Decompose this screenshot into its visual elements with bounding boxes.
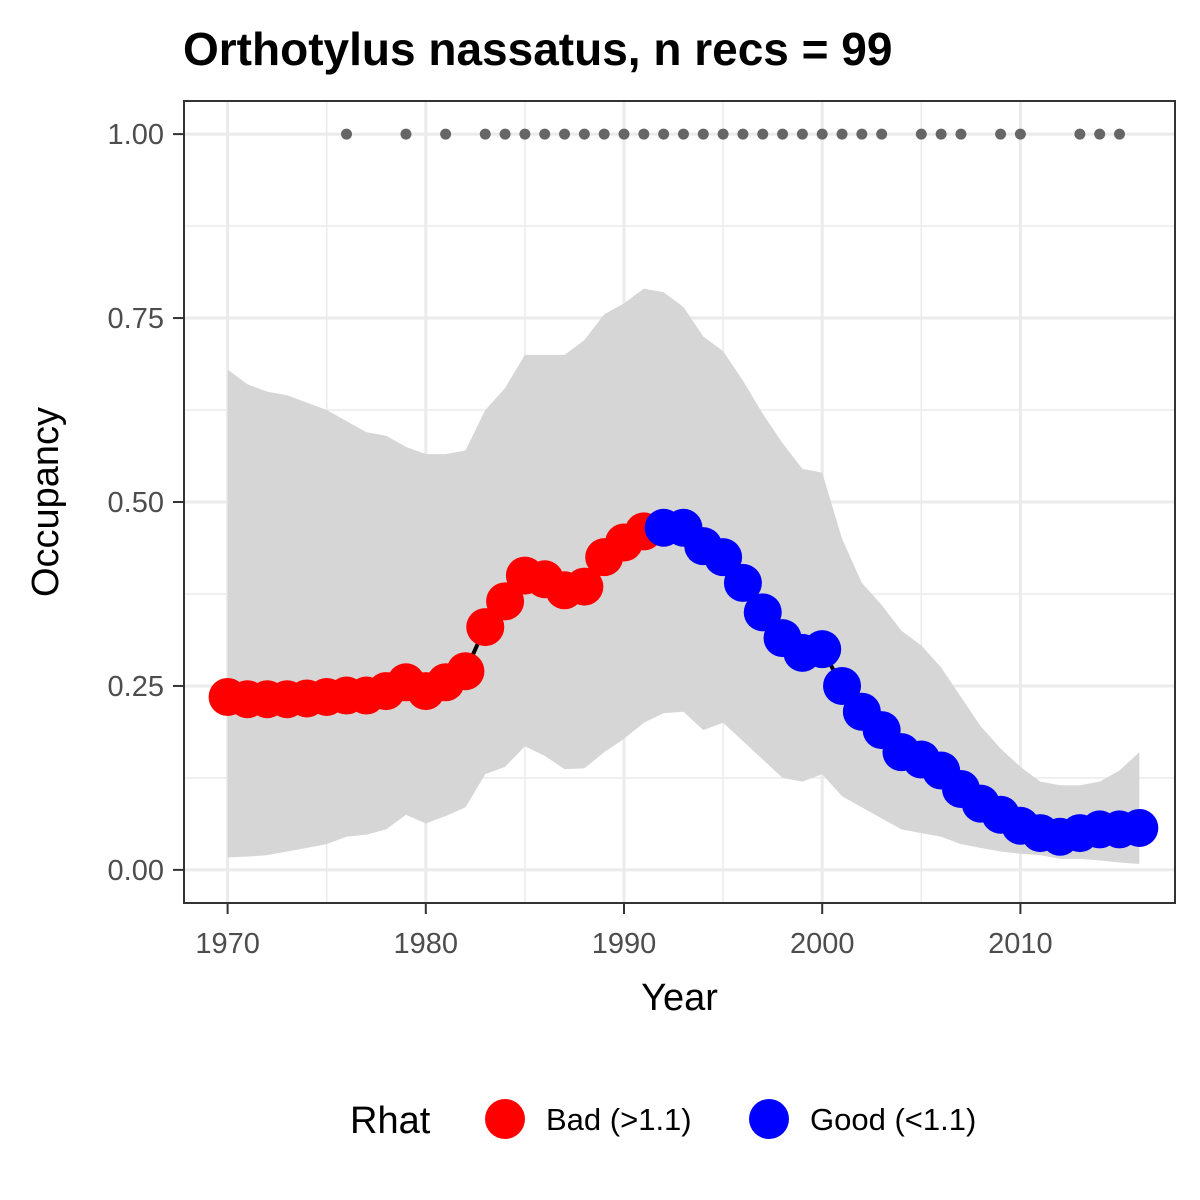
record-point-1993: [677, 128, 689, 140]
record-point-2005: [915, 128, 927, 140]
record-point-2010: [1014, 128, 1026, 140]
y-tick-label-0.5: 0.50: [108, 487, 164, 519]
x-tick-label-2000: 2000: [790, 928, 855, 960]
record-point-1992: [658, 128, 670, 140]
occupancy-point-1997: [743, 593, 782, 632]
record-point-2015: [1114, 128, 1126, 140]
y-tick-label-0.25: 0.25: [108, 671, 164, 703]
record-point-1991: [638, 128, 650, 140]
y-tick-label-1: 1.00: [108, 119, 164, 151]
occupancy-point-1996: [723, 563, 762, 602]
y-axis: 0.00 0.25 0.50 0.75 1.00: [108, 119, 183, 887]
record-point-1986: [539, 128, 551, 140]
record-point-1983: [479, 128, 491, 140]
chart-title: Orthotylus nassatus, n recs = 99: [183, 23, 892, 75]
record-point-2006: [935, 128, 947, 140]
record-point-1998: [777, 128, 789, 140]
occupancy-point-1983: [466, 608, 505, 647]
legend-label-bad: Bad (>1.1): [546, 1102, 692, 1137]
record-point-2007: [955, 128, 967, 140]
record-points: [341, 128, 1126, 140]
legend-label-good: Good (<1.1): [810, 1102, 976, 1137]
occupancy-point-2001: [823, 666, 862, 705]
y-tick-label-0.75: 0.75: [108, 303, 164, 335]
occupancy-point-1988: [565, 567, 604, 606]
occupancy-point-1982: [446, 652, 485, 691]
legend-key-bad: [485, 1099, 525, 1139]
record-point-1999: [796, 128, 808, 140]
record-point-1995: [717, 128, 729, 140]
y-tick-label-0: 0.00: [108, 855, 164, 887]
record-point-1985: [519, 128, 531, 140]
occupancy-points: [208, 508, 1159, 856]
record-point-1996: [737, 128, 749, 140]
x-tick-label-1990: 1990: [592, 928, 657, 960]
x-axis-title: Year: [641, 977, 718, 1019]
credible-interval-ribbon: [227, 288, 1140, 865]
occupancy-point-2016: [1120, 808, 1159, 847]
record-point-2000: [816, 128, 828, 140]
legend: Rhat Bad (>1.1) Good (<1.1): [350, 1099, 976, 1142]
record-point-1976: [341, 128, 353, 140]
record-point-1990: [618, 128, 630, 140]
x-tick-label-1970: 1970: [195, 928, 260, 960]
record-point-2003: [876, 128, 888, 140]
x-tick-label-1980: 1980: [394, 928, 459, 960]
record-point-1984: [499, 128, 511, 140]
record-point-1997: [757, 128, 769, 140]
record-point-2013: [1074, 128, 1086, 140]
record-point-2001: [836, 128, 848, 140]
record-point-1994: [697, 128, 709, 140]
record-point-1981: [440, 128, 452, 140]
x-axis: 1970 1980 1990 2000 2010: [195, 904, 1053, 960]
legend-title: Rhat: [350, 1100, 431, 1142]
occupancy-point-1995: [704, 538, 743, 577]
record-point-1987: [559, 128, 571, 140]
record-point-2002: [856, 128, 868, 140]
occupancy-point-2000: [803, 630, 842, 669]
record-point-1989: [598, 128, 610, 140]
y-axis-title: Occupancy: [25, 407, 67, 597]
occupancy-point-1984: [486, 582, 525, 621]
record-point-2014: [1094, 128, 1106, 140]
legend-key-good: [749, 1099, 789, 1139]
record-point-1979: [400, 128, 412, 140]
panel-border: [183, 100, 1176, 904]
record-point-1988: [578, 128, 590, 140]
x-tick-label-2010: 2010: [988, 928, 1053, 960]
record-point-2009: [995, 128, 1007, 140]
